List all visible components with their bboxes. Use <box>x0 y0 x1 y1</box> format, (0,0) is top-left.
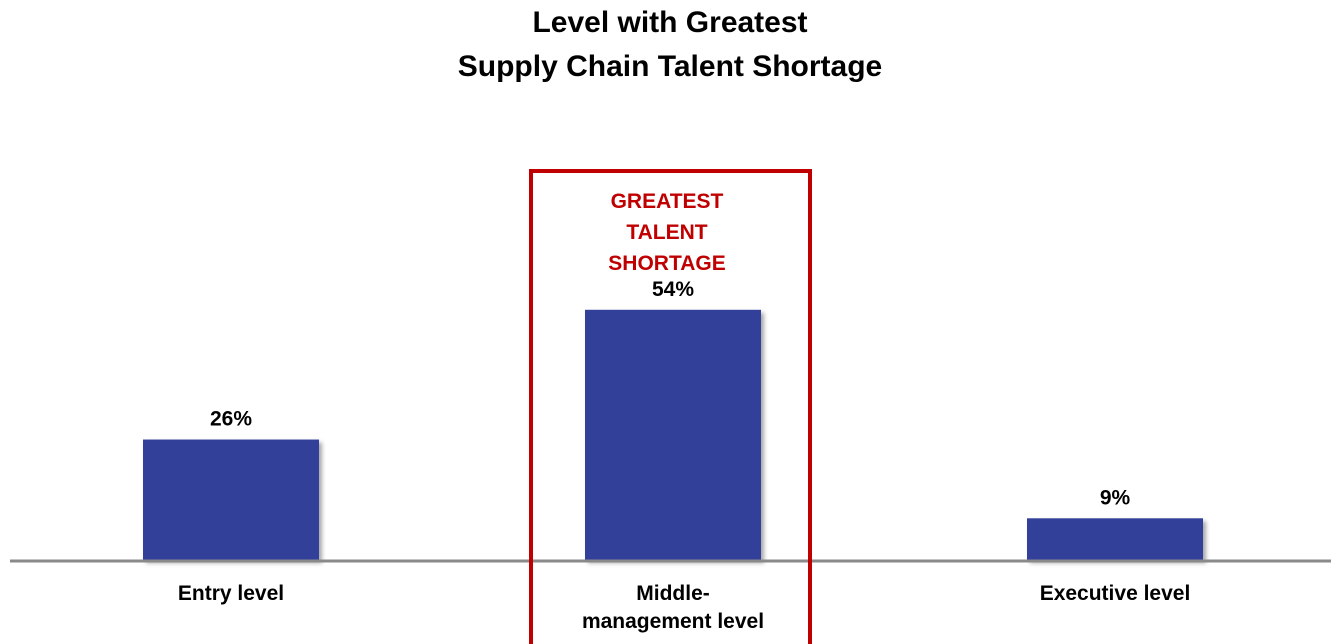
highlight-box <box>529 169 812 644</box>
data-label-entry-level: 26% <box>210 408 252 431</box>
category-label-middle-management-level-line-1: Middle- <box>636 582 710 605</box>
category-labels-group: Entry level Middle-management level Execut… <box>178 582 1190 633</box>
callout-label-line-2: TALENT <box>626 221 707 244</box>
chart-title: Level with Greatest Supply Chain Talent … <box>458 6 882 83</box>
highlight-callout: GREATEST TALENT SHORTAGE <box>529 169 812 644</box>
callout-label-line-3: SHORTAGE <box>608 252 725 275</box>
data-label-middle-management-level: 54% <box>652 278 694 301</box>
data-label-executive-level: 9% <box>1100 486 1131 509</box>
callout-label-line-1: GREATEST <box>611 190 724 213</box>
category-label-middle-management-level-line-2: management level <box>582 610 764 633</box>
chart-title-line-2: Supply Chain Talent Shortage <box>458 50 882 83</box>
bar-middle-management-level <box>585 309 761 560</box>
category-label-executive-level: Executive level <box>1040 582 1191 605</box>
data-labels-group: 26% 54% 9% <box>210 278 1131 510</box>
bar-executive-level <box>1027 518 1203 560</box>
chart-title-line-1: Level with Greatest <box>532 6 807 39</box>
bars-group <box>143 309 1203 560</box>
category-label-entry-level: Entry level <box>178 582 284 605</box>
bar-entry-level <box>143 439 319 560</box>
